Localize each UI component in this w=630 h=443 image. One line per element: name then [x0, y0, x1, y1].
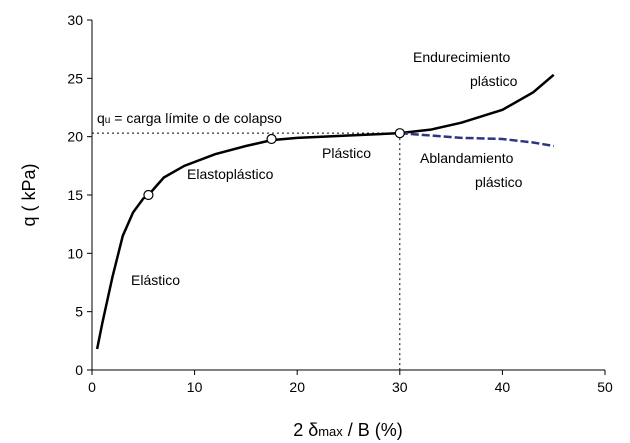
y-tick-label: 10: [67, 245, 83, 261]
annotation-part: q: [97, 110, 105, 126]
y-tick-label: 30: [67, 12, 83, 28]
annotation-part: = carga límite o de colapso: [110, 110, 282, 126]
x-axis-label: 2 δmax / B (%): [293, 420, 403, 440]
annotation: Elastoplástico: [187, 166, 274, 182]
annotation: plástico: [475, 174, 523, 190]
x-tick-label: 10: [187, 379, 203, 395]
y-tick-label: 20: [67, 129, 83, 145]
annotation: Ablandamiento: [420, 150, 514, 166]
x-tick-label: 20: [289, 379, 305, 395]
x-label-sub: max: [318, 424, 343, 439]
annotation: Endurecimiento: [413, 49, 510, 65]
x-tick-label: 40: [495, 379, 511, 395]
x-label-part: 2 δ: [293, 420, 318, 440]
y-tick-label: 25: [67, 70, 83, 86]
x-tick-label: 0: [88, 379, 96, 395]
x-tick-label: 30: [392, 379, 408, 395]
curve: [399, 131, 554, 148]
annotation-sub: u: [105, 115, 111, 126]
x-label-part: / B (%): [343, 420, 403, 440]
annotation: Elástico: [131, 272, 180, 288]
y-axis-label: q ( kPa): [19, 163, 39, 226]
x-tick-label: 50: [597, 379, 613, 395]
marker: [266, 133, 277, 145]
annotation: Plástico: [322, 145, 371, 161]
y-tick-label: 15: [67, 187, 83, 203]
marker: [394, 128, 405, 139]
curve: [95, 73, 555, 350]
marker: [143, 189, 154, 201]
y-tick-label: 0: [75, 362, 83, 378]
y-tick-label: 5: [75, 304, 83, 320]
annotation: plástico: [470, 73, 518, 89]
annotation: qu = carga límite o de colapso: [97, 110, 282, 126]
